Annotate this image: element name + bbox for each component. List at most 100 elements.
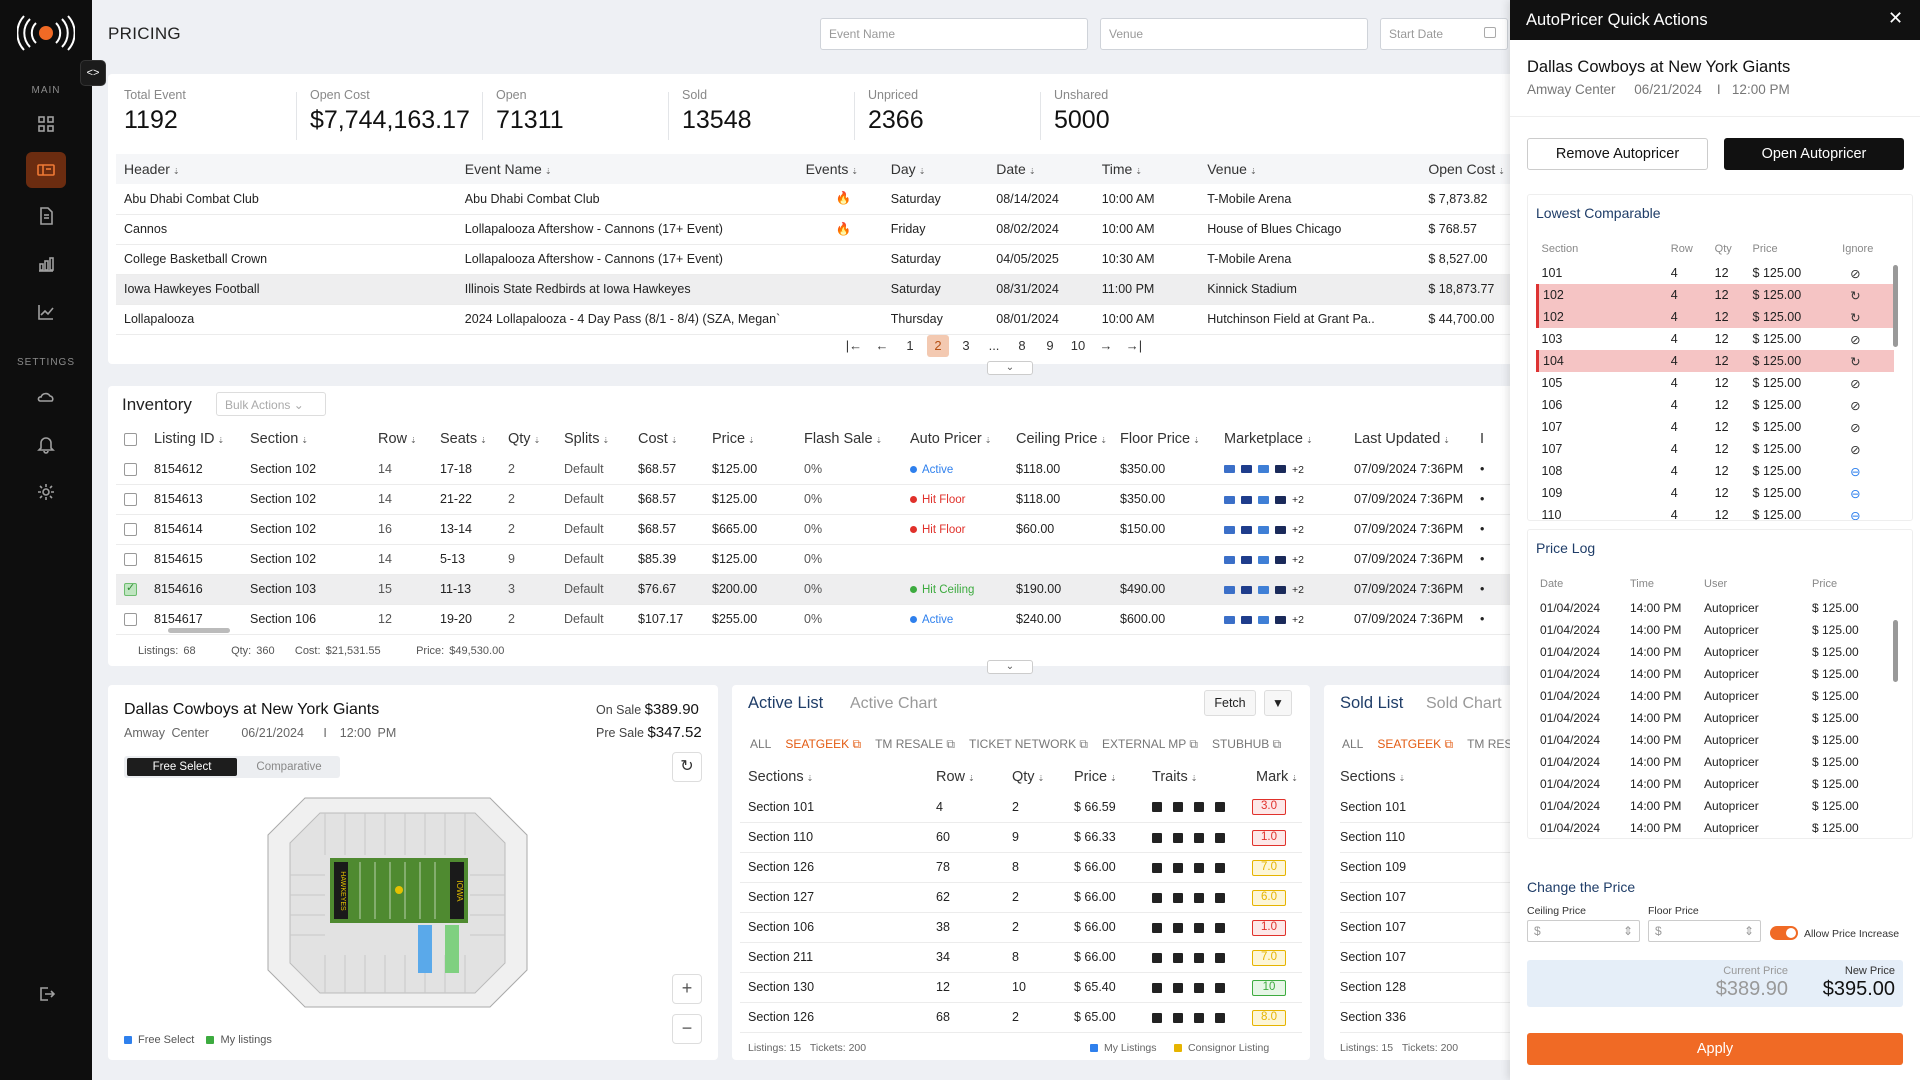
stadium-map[interactable]: HAWKEYES IOWA	[265, 795, 530, 1010]
sort-icon[interactable]: ⇣	[1135, 167, 1143, 176]
marketplace-more[interactable]: +2	[1292, 554, 1304, 566]
table-row[interactable]: 8154617 Section 106 12 19-20 2 Default $107.17…	[116, 604, 1520, 635]
table-row[interactable]: Section 211 34 8 $ 66.00 7.0	[740, 942, 1302, 973]
page-number[interactable]: 1	[906, 338, 914, 353]
marketplace-more[interactable]: +2	[1292, 494, 1304, 506]
sort-icon[interactable]: ⇣	[533, 436, 541, 445]
horizontal-scrollbar[interactable]	[168, 628, 230, 633]
dashboard-icon[interactable]	[26, 106, 66, 142]
table-row[interactable]: Section 107	[1340, 912, 1520, 943]
sort-icon[interactable]: ⇣	[1190, 774, 1198, 783]
checkbox[interactable]	[124, 523, 137, 537]
sort-icon[interactable]: ⇣	[1193, 436, 1200, 445]
next-page-icon[interactable]: →	[1099, 338, 1113, 353]
ceiling-price-input[interactable]: $ ⇕	[1527, 920, 1640, 942]
table-row[interactable]: Section 128	[1340, 972, 1520, 1003]
inventory-col-header[interactable]: Ceiling Price ⇣	[1012, 424, 1116, 454]
table-row[interactable]: 107 4 12 $ 125.00 ⊘	[1538, 416, 1895, 438]
table-row[interactable]: Section 109	[1340, 852, 1520, 883]
ignore-icon[interactable]: ↻	[1838, 284, 1894, 306]
ignore-icon[interactable]: ↻	[1838, 350, 1894, 372]
table-row[interactable]: Section 127 62 2 $ 66.00 6.0	[740, 882, 1302, 913]
ignore-icon[interactable]: ⊘	[1850, 420, 1861, 435]
source-tab[interactable]: ALL	[750, 737, 772, 751]
events-col-header[interactable]: Events ⇣	[797, 154, 883, 184]
events-col-header[interactable]: Open Cost ⇣	[1420, 154, 1516, 184]
fetch-button[interactable]: Fetch	[1204, 690, 1256, 716]
checkbox[interactable]	[124, 553, 137, 567]
zoom-out-button[interactable]: −	[672, 1014, 702, 1044]
table-row[interactable]: 108 4 12 $ 125.00 ⊖	[1538, 460, 1895, 482]
checkbox[interactable]	[124, 462, 137, 476]
sort-icon[interactable]: ⇣	[1498, 167, 1505, 176]
events-col-header[interactable]: Date ⇣	[988, 154, 1094, 184]
sidebar-collapse-button[interactable]: <>	[80, 60, 106, 86]
ceiling-stepper-icon[interactable]: ⇕	[1622, 924, 1633, 938]
table-row[interactable]: Lollapalooza 2024 Lollapalooza - 4 Day Pa…	[116, 304, 1516, 335]
sort-icon[interactable]: ⇣	[1110, 774, 1117, 783]
sort-icon[interactable]: ⇣	[410, 436, 417, 445]
source-tab[interactable]: SEATGEEK ⧉	[785, 737, 862, 751]
allow-increase-toggle[interactable]	[1770, 926, 1798, 940]
line-chart-icon[interactable]	[26, 294, 66, 330]
start-date-input[interactable]	[1380, 18, 1508, 50]
inventory-col-header[interactable]: Qty ⇣	[504, 424, 560, 454]
bulk-actions-select[interactable]: Bulk Actions ⌄	[216, 392, 326, 416]
lowest-scrollbar[interactable]	[1893, 265, 1898, 347]
first-page-icon[interactable]: |←	[845, 338, 863, 353]
table-row[interactable]: 102 4 12 $ 125.00 ↻	[1536, 306, 1894, 328]
active-col-header[interactable]: Price ⇣	[1066, 762, 1144, 792]
active-col-header[interactable]: Row ⇣	[928, 762, 1004, 792]
floor-stepper-icon[interactable]: ⇕	[1743, 924, 1754, 938]
table-row[interactable]: Section 107	[1340, 942, 1520, 973]
sort-icon[interactable]: ⇣	[1028, 167, 1036, 176]
sort-icon[interactable]: ⇣	[1305, 436, 1313, 445]
row-checkbox[interactable]	[116, 454, 150, 485]
sort-icon[interactable]: ⇣	[806, 774, 814, 783]
sort-icon[interactable]: ⇣	[1100, 436, 1108, 445]
weather-icon[interactable]	[26, 378, 66, 414]
events-col-header[interactable]: Event Name ⇣	[456, 154, 798, 184]
source-tab[interactable]: ALL	[1342, 737, 1364, 751]
page-number[interactable]: ...	[988, 338, 1000, 353]
expand-inventory-button[interactable]: ⌄	[987, 660, 1033, 674]
last-page-icon[interactable]: →|	[1125, 338, 1143, 353]
ticket-icon[interactable]	[26, 152, 66, 188]
tab-sold-list[interactable]: Sold List	[1340, 694, 1404, 712]
table-row[interactable]: 109 4 12 $ 125.00 ⊖	[1538, 482, 1895, 504]
select-all-checkbox[interactable]	[116, 424, 150, 454]
table-row[interactable]: Section 110 60 9 $ 66.33 1.0	[740, 822, 1302, 853]
apply-button[interactable]: Apply	[1527, 1033, 1903, 1065]
logout-icon[interactable]	[26, 976, 66, 1012]
table-row[interactable]: Section 336	[1340, 1002, 1520, 1033]
inventory-col-header[interactable]: Marketplace ⇣	[1220, 424, 1350, 454]
inventory-col-header[interactable]: Section ⇣	[246, 424, 374, 454]
refresh-icon[interactable]: ↻	[672, 752, 702, 782]
source-tab[interactable]: TM RESALE ⧉	[875, 737, 955, 751]
sort-icon[interactable]: ⇣	[1398, 774, 1406, 783]
floor-price-input[interactable]: $ ⇕	[1648, 920, 1761, 942]
ignore-icon[interactable]: ⊘	[1850, 266, 1861, 281]
ignore-icon[interactable]: ↻	[1838, 306, 1894, 328]
venue-input[interactable]	[1100, 18, 1368, 50]
ignore-icon[interactable]: ⊘	[1850, 442, 1861, 457]
inventory-col-header[interactable]: Last Updated ⇣	[1350, 424, 1480, 454]
row-checkbox[interactable]	[116, 604, 150, 635]
calendar-icon[interactable]	[1484, 27, 1496, 38]
inventory-col-header[interactable]: Seats ⇣	[436, 424, 504, 454]
free-select-toggle[interactable]: Free Select	[127, 758, 237, 776]
table-row[interactable]: Section 126 68 2 $ 65.00 8.0	[740, 1002, 1302, 1033]
table-row[interactable]: Cannos Lollapalooza Aftershow - Cannons (…	[116, 214, 1516, 245]
table-row[interactable]: 105 4 12 $ 125.00 ⊘	[1538, 372, 1895, 394]
table-row[interactable]: 104 4 12 $ 125.00 ↻	[1536, 350, 1894, 372]
source-tab[interactable]: TICKET NETWORK ⧉	[968, 737, 1089, 751]
inventory-col-header[interactable]: Auto Pricer ⇣	[906, 424, 1012, 454]
table-row[interactable]: 8154615 Section 102 14 5-13 9 Default $85.39 $1…	[116, 544, 1520, 575]
page-number[interactable]: 9	[1046, 338, 1054, 353]
zoom-in-button[interactable]: +	[672, 974, 702, 1004]
ignore-icon[interactable]: ⊘	[1850, 398, 1861, 413]
ignore-icon[interactable]: ⊖	[1850, 486, 1861, 501]
active-col-header[interactable]: Mark ⇣	[1248, 762, 1302, 792]
inventory-col-header[interactable]: Listing ID ⇣	[150, 424, 246, 454]
source-tab[interactable]: STUBHUB ⧉	[1211, 737, 1282, 751]
